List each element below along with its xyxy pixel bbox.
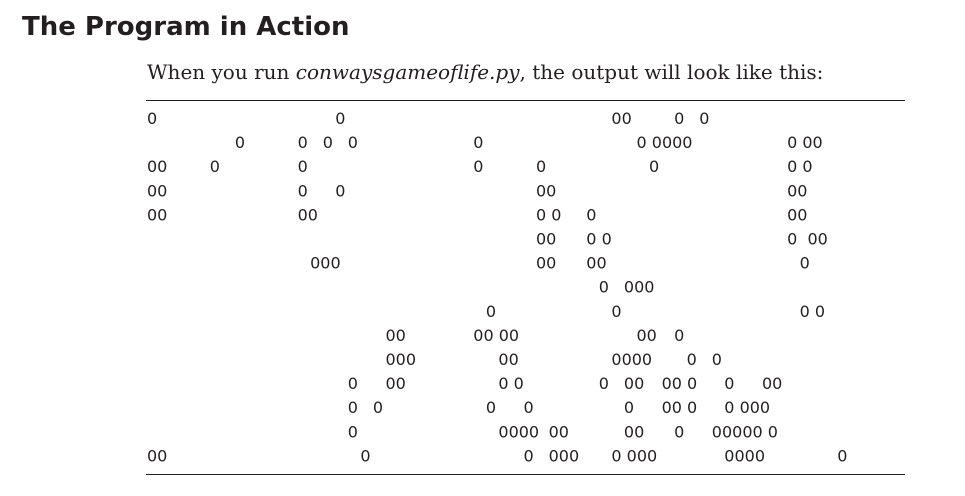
output-cell: 0 <box>210 157 220 176</box>
output-cell: 0 <box>586 205 596 224</box>
output-cell: 00 <box>147 205 167 224</box>
output-cell: 0 <box>599 278 609 297</box>
output-cell: 0 <box>599 374 609 393</box>
output-cell: 0 <box>674 422 684 441</box>
output-cell: 0 00 <box>787 230 828 249</box>
output-cell: 0 <box>473 133 483 152</box>
output-cell: 0 <box>348 422 358 441</box>
output-cell: 00 <box>787 181 807 200</box>
output-cell: 00 <box>624 422 644 441</box>
output-cell: 0 0 <box>787 157 812 176</box>
output-cell: 0 <box>235 133 245 152</box>
output-cell: 000 <box>310 254 341 273</box>
output-cell: 00 <box>624 374 644 393</box>
output-cell: 0 <box>147 109 157 128</box>
output-cell: 00 <box>298 205 318 224</box>
output-cell: 0 0 <box>498 374 523 393</box>
output-cell: 0 <box>348 133 358 152</box>
output-cell: 00 0 <box>662 398 698 417</box>
section-heading: The Program in Action <box>22 12 350 42</box>
output-cell: 0 <box>373 398 383 417</box>
output-cell: 0 <box>486 302 496 321</box>
output-cell: 00 0 <box>662 374 698 393</box>
output-cell: 0 <box>674 109 684 128</box>
output-cell: 00 <box>147 446 167 465</box>
output-cell: 0 <box>800 254 810 273</box>
output-cell: 00 <box>536 254 556 273</box>
intro-text-after: , the output will look like this: <box>519 60 824 84</box>
output-cell: 0 <box>712 350 722 369</box>
output-cell: 0 <box>611 302 621 321</box>
output-top-rule <box>146 100 905 101</box>
output-cell: 00 <box>147 181 167 200</box>
output-cell: 0 000 <box>724 398 770 417</box>
output-cell: 0 <box>536 157 546 176</box>
output-cell: 000 <box>549 446 580 465</box>
output-cell: 00 <box>637 326 657 345</box>
output-cell: 000 <box>624 278 655 297</box>
output-cell: 0 <box>524 398 534 417</box>
output-cell: 00 <box>386 326 406 345</box>
output-cell: 0 <box>298 181 308 200</box>
output-bottom-rule <box>146 474 905 475</box>
output-cell: 0 <box>348 374 358 393</box>
output-cell: 0 <box>624 398 634 417</box>
output-cell: 0 <box>524 446 534 465</box>
output-cell: 0 <box>298 157 308 176</box>
output-cell: 00000 0 <box>712 422 778 441</box>
output-cell: 0000 <box>498 422 539 441</box>
output-cell: 000 <box>386 350 417 369</box>
output-cell: 00 <box>536 181 556 200</box>
output-cell: 00 <box>386 374 406 393</box>
output-cell: 0000 <box>611 350 652 369</box>
output-cell: 0 <box>674 326 684 345</box>
output-cell: 0 <box>348 398 358 417</box>
output-cell: 0 <box>335 109 345 128</box>
output-cell: 0 <box>473 157 483 176</box>
output-cell: 00 00 <box>473 326 519 345</box>
output-cell: 0 <box>360 446 370 465</box>
output-cell: 0 0000 <box>637 133 693 152</box>
output-cell: 0 <box>687 350 697 369</box>
output-cell: 00 <box>787 205 807 224</box>
output-cell: 0 0 <box>586 230 611 249</box>
output-cell: 00 <box>549 422 569 441</box>
output-cell: 0 <box>649 157 659 176</box>
output-cell: 0 <box>837 446 847 465</box>
output-cell: 00 <box>536 230 556 249</box>
output-cell: 0 0 <box>800 302 825 321</box>
output-cell: 0 <box>298 133 308 152</box>
output-cell: 0 <box>335 181 345 200</box>
output-cell: 0 0 <box>536 205 561 224</box>
output-cell: 00 <box>147 157 167 176</box>
intro-paragraph: When you run conwaysgameoflife.py, the o… <box>147 58 823 86</box>
output-cell: 0 000 <box>611 446 657 465</box>
output-cell: 0000 <box>724 446 765 465</box>
output-cell: 00 <box>586 254 606 273</box>
output-cell: 00 <box>498 350 518 369</box>
intro-text-before: When you run <box>147 60 296 84</box>
output-cell: 0 <box>724 374 734 393</box>
output-cell: 0 <box>323 133 333 152</box>
output-cell: 0 <box>699 109 709 128</box>
program-filename: conwaysgameoflife.py <box>295 60 520 84</box>
output-cell: 0 00 <box>787 133 823 152</box>
output-cell: 00 <box>611 109 631 128</box>
output-cell: 00 <box>762 374 782 393</box>
output-cell: 0 <box>486 398 496 417</box>
